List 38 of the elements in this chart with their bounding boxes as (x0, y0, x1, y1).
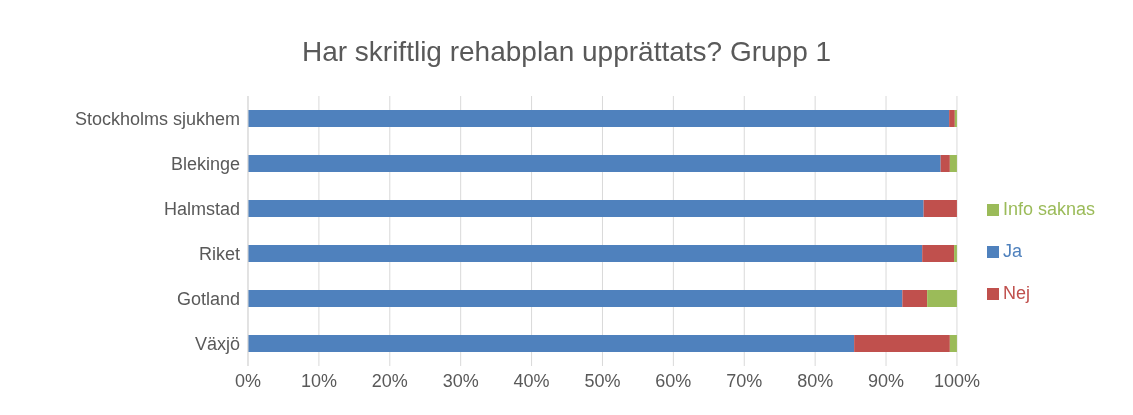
bar (949, 155, 957, 172)
bar (248, 290, 903, 307)
y-tick-label: Gotland (176, 288, 240, 309)
x-tick-label: 90% (868, 370, 905, 391)
bar (949, 335, 957, 352)
x-tick-label: 70% (726, 370, 763, 391)
bar (949, 110, 955, 127)
bar (954, 245, 957, 262)
x-tick-label: 50% (584, 370, 621, 391)
bar (248, 110, 950, 127)
x-tick-label: 10% (300, 370, 337, 391)
x-tick-label: 80% (797, 370, 834, 391)
legend-label: Nej (1002, 283, 1030, 303)
bar (854, 335, 950, 352)
bar (954, 110, 957, 127)
y-tick-label: Stockholms sjukhem (74, 108, 240, 129)
legend-label: Info saknas (1002, 199, 1095, 219)
bar (902, 290, 928, 307)
x-tick-label: 30% (442, 370, 479, 391)
bar (248, 200, 924, 217)
x-tick-label: 20% (371, 370, 408, 391)
y-tick-label: Halmstad (163, 198, 240, 219)
bar (248, 155, 941, 172)
y-tick-label: Riket (198, 243, 240, 264)
bar (248, 245, 923, 262)
bar (923, 200, 957, 217)
x-tick-label: 100% (933, 370, 980, 391)
y-tick-label: Blekinge (170, 153, 240, 174)
bar (927, 290, 957, 307)
legend-label: Ja (1002, 241, 1022, 261)
y-tick-label: Växjö (194, 333, 240, 354)
chart-title: Har skriftlig rehabplan upprättats? Grupp 1 (300, 35, 833, 69)
bar (922, 245, 955, 262)
x-tick-label: 60% (655, 370, 692, 391)
x-tick-label: 40% (513, 370, 550, 391)
bar (248, 335, 855, 352)
bar (940, 155, 950, 172)
x-tick-label: 0% (234, 370, 262, 391)
